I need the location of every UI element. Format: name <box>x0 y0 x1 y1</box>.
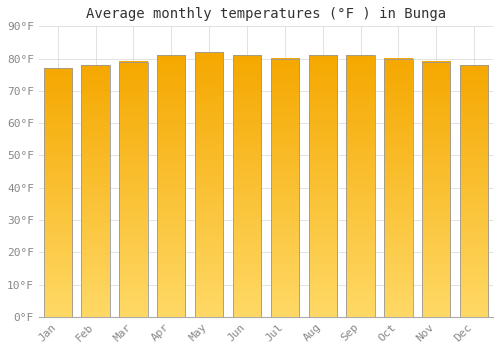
Bar <box>422 62 450 317</box>
Bar <box>119 62 148 317</box>
Bar <box>195 52 224 317</box>
Bar <box>384 58 412 317</box>
Title: Average monthly temperatures (°F ) in Bunga: Average monthly temperatures (°F ) in Bu… <box>86 7 446 21</box>
Bar <box>346 55 375 317</box>
Bar <box>82 65 110 317</box>
Bar <box>82 65 110 317</box>
Bar <box>460 65 488 317</box>
Bar <box>44 68 72 317</box>
Bar <box>308 55 337 317</box>
Bar <box>157 55 186 317</box>
Bar <box>157 55 186 317</box>
Bar <box>460 65 488 317</box>
Bar <box>308 55 337 317</box>
Bar <box>346 55 375 317</box>
Bar <box>119 62 148 317</box>
Bar <box>422 62 450 317</box>
Bar <box>44 68 72 317</box>
Bar <box>195 52 224 317</box>
Bar <box>233 55 261 317</box>
Bar <box>270 58 299 317</box>
Bar <box>384 58 412 317</box>
Bar <box>270 58 299 317</box>
Bar <box>233 55 261 317</box>
